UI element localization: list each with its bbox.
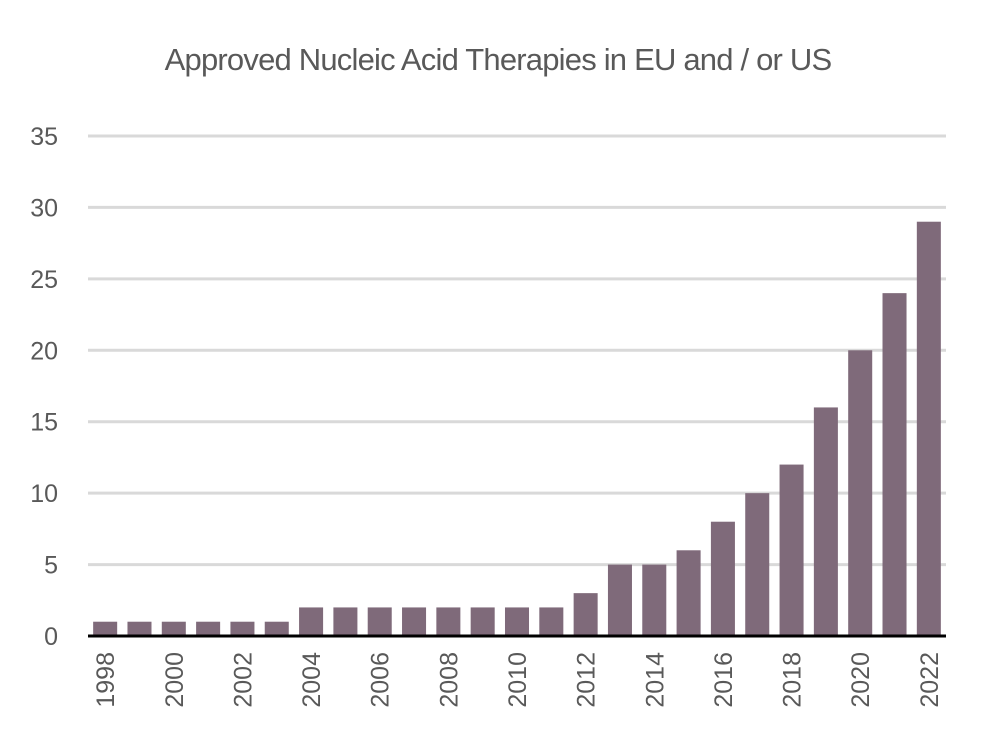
bar-2003 bbox=[264, 621, 289, 636]
chart-title: Approved Nucleic Acid Therapies in EU an… bbox=[165, 42, 832, 77]
bar-1999 bbox=[127, 621, 152, 636]
x-tick-label: 2012 bbox=[573, 652, 601, 708]
y-tick-label: 10 bbox=[30, 480, 58, 508]
x-tick-label: 2018 bbox=[779, 652, 807, 708]
y-tick-label: 35 bbox=[30, 123, 58, 151]
bar-2020 bbox=[848, 350, 873, 636]
y-tick-label: 15 bbox=[30, 409, 58, 437]
x-tick-label: 2006 bbox=[367, 652, 395, 708]
x-tick-label: 2014 bbox=[641, 652, 669, 708]
bar-2000 bbox=[161, 621, 186, 636]
bar-2017 bbox=[745, 493, 770, 636]
bar-2015 bbox=[676, 550, 701, 636]
bar-2008 bbox=[436, 607, 461, 636]
bar-1998 bbox=[93, 621, 118, 636]
bar-2006 bbox=[367, 607, 392, 636]
bar-2010 bbox=[504, 607, 530, 636]
x-tick-label: 2020 bbox=[847, 652, 875, 708]
bar-2016 bbox=[710, 521, 735, 636]
bar-2004 bbox=[299, 607, 324, 636]
x-tick-label: 2000 bbox=[161, 652, 189, 708]
bar-2007 bbox=[402, 607, 427, 636]
bar-2018 bbox=[779, 464, 804, 636]
bars bbox=[93, 221, 941, 636]
bar-2001 bbox=[196, 621, 221, 636]
y-tick-label: 20 bbox=[30, 337, 58, 365]
bar-2014 bbox=[642, 564, 667, 636]
x-tick-label: 2002 bbox=[229, 652, 257, 708]
x-axis-ticks: 1998 2000 2002 2004 2006 2008 2010 2012 2014 2016… bbox=[92, 652, 944, 708]
bar-2012 bbox=[573, 593, 598, 636]
x-tick-label: 2004 bbox=[298, 652, 326, 708]
gridlines bbox=[88, 134, 946, 567]
bar-2013 bbox=[607, 564, 632, 636]
bar-2019 bbox=[813, 407, 838, 636]
y-tick-label: 30 bbox=[30, 194, 58, 222]
bar-2022 bbox=[916, 221, 941, 636]
x-tick-label: 2016 bbox=[710, 652, 738, 708]
x-tick-label: 2022 bbox=[916, 652, 944, 708]
bar-2005 bbox=[333, 607, 358, 636]
y-tick-label: 5 bbox=[44, 552, 58, 580]
y-tick-label: 25 bbox=[30, 266, 58, 294]
bar-2021 bbox=[882, 293, 907, 636]
x-tick-label: 1998 bbox=[92, 652, 120, 708]
x-tick-label: 2010 bbox=[504, 652, 532, 708]
y-axis-ticks: 0 5 10 15 20 25 30 35 bbox=[30, 123, 58, 651]
bar-2011 bbox=[539, 607, 564, 636]
bar-2002 bbox=[230, 621, 255, 636]
x-tick-label: 2008 bbox=[435, 652, 463, 708]
bar-2009 bbox=[470, 607, 495, 636]
y-tick-label: 0 bbox=[44, 623, 58, 651]
